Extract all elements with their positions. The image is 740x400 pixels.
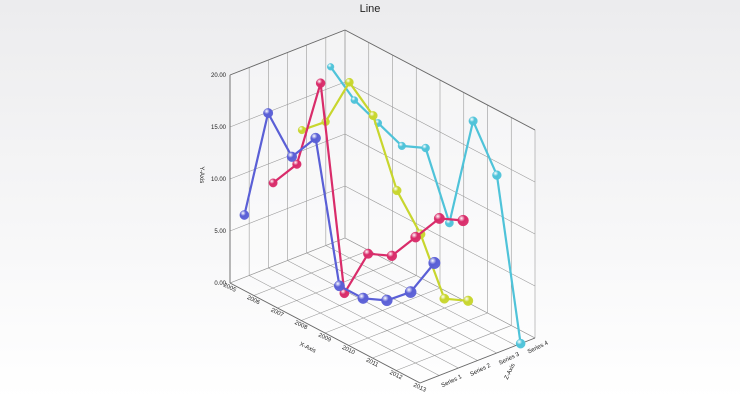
- data-point: [421, 143, 430, 153]
- data-point: [327, 63, 335, 71]
- x-tick-label: 2012: [388, 370, 403, 382]
- data-point: [239, 210, 250, 220]
- z-axis-line: [419, 337, 536, 384]
- data-point: [410, 231, 421, 243]
- x-tick-label: 2008: [293, 320, 308, 332]
- grid-line: [268, 267, 459, 369]
- y-tick-label: 20.00: [211, 73, 227, 79]
- data-point: [428, 256, 441, 269]
- data-point: [386, 250, 398, 261]
- data-point: [368, 111, 378, 121]
- y-tick-label: 0.00: [214, 281, 226, 287]
- series-line: [301, 81, 469, 302]
- x-tick-label: 2010: [341, 345, 356, 357]
- y-axis-title: Y-Axis: [198, 166, 204, 183]
- data-point: [263, 108, 274, 119]
- grid-line: [344, 81, 536, 183]
- data-point: [433, 212, 445, 224]
- data-point: [363, 248, 374, 259]
- data-point: [392, 185, 402, 196]
- grid-line: [229, 185, 346, 232]
- data-point: [439, 293, 450, 304]
- grid-line: [287, 260, 478, 361]
- x-tick-label: 2009: [317, 332, 332, 344]
- y-tick-label: 10.00: [211, 177, 227, 183]
- grid: [229, 29, 536, 384]
- grid-line: [249, 275, 440, 376]
- series-label: Series 1: [441, 374, 464, 389]
- chart-title: Line: [359, 3, 381, 15]
- grid-line: [229, 81, 346, 128]
- data-point: [404, 286, 417, 298]
- top-edge: [229, 29, 346, 76]
- x-tick-label: 2005: [222, 282, 237, 294]
- data-point: [397, 141, 406, 150]
- data-point: [381, 294, 393, 307]
- series-label: Series 4: [527, 340, 550, 355]
- series-layer: [239, 63, 526, 349]
- z-axis-title: Z-Axis: [504, 363, 517, 381]
- data-point: [357, 292, 369, 304]
- x-tick-label: 2011: [365, 358, 380, 369]
- data-point: [315, 78, 326, 88]
- data-point: [292, 159, 302, 169]
- grid-line: [306, 252, 497, 354]
- data-point: [457, 214, 469, 227]
- x-axis-line: [229, 282, 421, 384]
- grid-line: [325, 245, 516, 346]
- data-point: [463, 295, 474, 306]
- series-label: Series 2: [469, 363, 492, 378]
- series-4: [239, 108, 441, 307]
- top-edge: [344, 29, 536, 131]
- data-point: [297, 126, 306, 135]
- data-point: [310, 132, 321, 144]
- data-point: [286, 151, 297, 162]
- x-tick-label: 2006: [246, 295, 261, 307]
- x-tick-label: 2007: [270, 307, 285, 319]
- data-point: [350, 96, 359, 104]
- series-3: [268, 78, 469, 299]
- data-point: [515, 338, 526, 349]
- data-point: [333, 280, 345, 292]
- y-tick-label: 5.00: [214, 229, 226, 235]
- grid-line: [344, 185, 536, 287]
- data-point: [468, 116, 478, 126]
- series-1: [327, 63, 526, 349]
- x-axis-title: X-Axis: [298, 342, 316, 355]
- data-point: [492, 170, 502, 180]
- y-tick-label: 15.00: [211, 125, 227, 131]
- data-point: [345, 77, 354, 87]
- x-tick-label: 2013: [412, 382, 427, 394]
- data-point: [268, 178, 278, 188]
- series-2: [297, 77, 474, 306]
